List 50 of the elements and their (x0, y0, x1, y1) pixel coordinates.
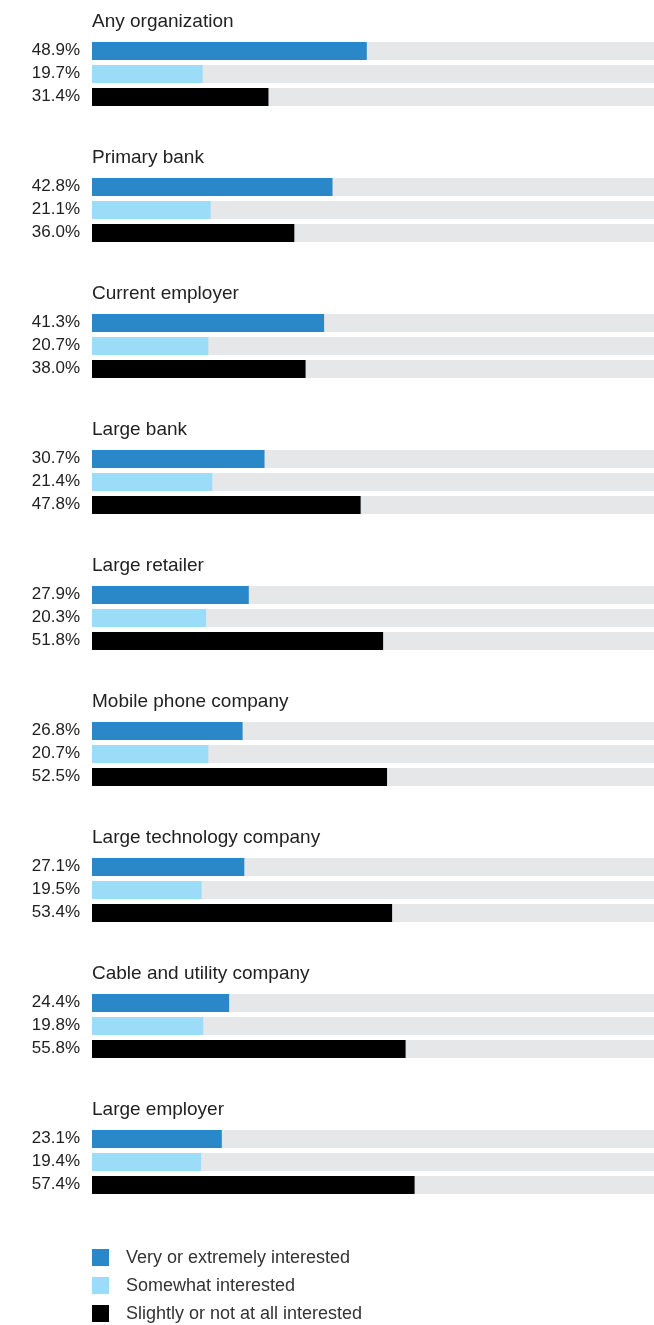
data-label: 19.4% (31, 1151, 80, 1171)
y-tick-label: Primary bank (92, 146, 205, 168)
data-label: 36.0% (31, 222, 80, 242)
data-label: 20.3% (31, 607, 80, 627)
y-tick-label: Cable and utility company (92, 962, 311, 984)
data-label: 38.0% (31, 358, 80, 378)
bar (92, 1017, 204, 1035)
data-label: 47.8% (31, 494, 80, 514)
data-label: 21.1% (31, 199, 80, 219)
data-label: 26.8% (31, 720, 80, 740)
data-label: 48.9% (31, 40, 80, 60)
bar (92, 745, 209, 763)
y-tick-label: Large technology company (92, 826, 321, 848)
bar (92, 994, 230, 1012)
bar (92, 1153, 202, 1171)
data-label: 19.5% (31, 879, 80, 899)
y-tick-label: Large retailer (92, 554, 205, 576)
y-tick-label: Mobile phone company (92, 690, 289, 712)
data-label: 41.3% (31, 312, 80, 332)
data-label: 53.4% (31, 902, 80, 922)
bar (92, 337, 209, 355)
data-label: 52.5% (31, 766, 80, 786)
data-label: 51.8% (31, 630, 80, 650)
bar (92, 65, 203, 83)
bar (92, 201, 211, 219)
legend-label: Slightly or not at all interested (126, 1302, 363, 1325)
data-label: 19.8% (31, 1015, 80, 1035)
data-label: 27.1% (31, 856, 80, 876)
legend-label: Very or extremely interested (126, 1246, 351, 1269)
y-tick-label: Large employer (92, 1098, 225, 1120)
bar (92, 473, 213, 491)
data-label: 42.8% (31, 176, 80, 196)
legend-label: Somewhat interested (126, 1274, 296, 1297)
y-tick-label: Large bank (92, 418, 188, 440)
data-label: 23.1% (31, 1128, 80, 1148)
data-label: 30.7% (31, 448, 80, 468)
bar (92, 881, 202, 899)
data-label: 57.4% (31, 1174, 80, 1194)
data-label: 19.7% (31, 63, 80, 83)
data-label: 55.8% (31, 1038, 80, 1058)
data-label: 20.7% (31, 743, 80, 763)
bar (92, 609, 207, 627)
data-label: 27.9% (31, 584, 80, 604)
bar (92, 1130, 222, 1148)
data-label: 31.4% (31, 86, 80, 106)
y-tick-label: Any organization (92, 10, 234, 32)
data-label: 20.7% (31, 335, 80, 355)
y-tick-label: Current employer (92, 282, 240, 304)
data-label: 21.4% (31, 471, 80, 491)
data-label: 24.4% (31, 992, 80, 1012)
